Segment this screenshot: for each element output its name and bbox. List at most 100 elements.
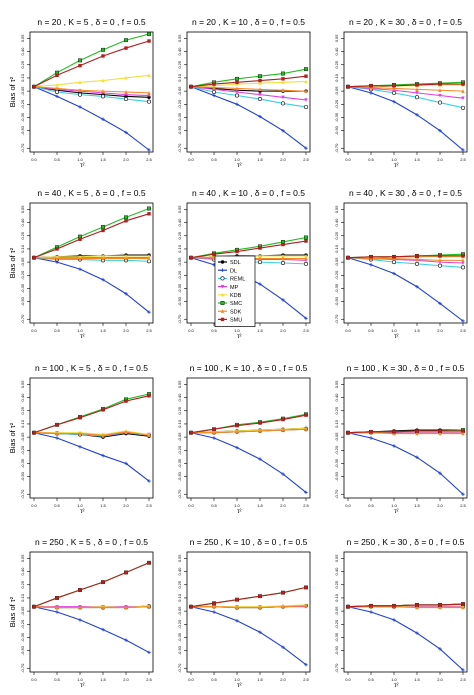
y-tick-label: 0.10 bbox=[334, 593, 339, 602]
plot-frame bbox=[186, 377, 311, 499]
plot-frame bbox=[29, 551, 154, 673]
x-tick-label: 0.5 bbox=[368, 328, 374, 333]
x-axis-label: τ² bbox=[80, 163, 84, 169]
plot-area bbox=[345, 80, 465, 152]
y-axis-label: Bias of τ² bbox=[8, 422, 17, 453]
x-tick-label: 0.5 bbox=[211, 328, 217, 333]
y-tick-label: -0.50 bbox=[20, 471, 25, 481]
point-smu bbox=[189, 605, 193, 609]
plot-area bbox=[345, 602, 465, 672]
point-kdb bbox=[304, 79, 308, 84]
x-tick-label: 2.0 bbox=[280, 503, 286, 508]
y-tick-label: -0.20 bbox=[334, 99, 339, 109]
x-tick-label: 0.0 bbox=[188, 328, 194, 333]
y-tick-label: 0.40 bbox=[334, 567, 339, 576]
point-sdk bbox=[461, 258, 465, 263]
y-tick-label: -0.50 bbox=[334, 471, 339, 481]
y-tick-label: -0.05 bbox=[334, 432, 339, 442]
panel-title: n = 40 , K = 30 , δ = 0 , f = 0.5 bbox=[349, 188, 462, 198]
point-smc bbox=[304, 235, 308, 240]
legend-label-smc: SMC bbox=[230, 301, 242, 307]
point-smu bbox=[304, 585, 308, 590]
y-tick-label: -0.20 bbox=[20, 99, 25, 109]
y-tick-label: -0.35 bbox=[334, 112, 339, 122]
y-tick-label: -0.70 bbox=[177, 143, 182, 153]
y-tick-label: -0.70 bbox=[20, 663, 25, 673]
point-smu bbox=[78, 588, 82, 592]
point-smu bbox=[189, 85, 193, 89]
plot-frame bbox=[343, 31, 468, 153]
point-smu bbox=[32, 85, 36, 89]
x-tick-label: 2.0 bbox=[280, 157, 286, 162]
legend-label-dl: DL bbox=[230, 268, 237, 274]
point-sdk bbox=[55, 431, 59, 436]
y-tick-label: -0.05 bbox=[177, 257, 182, 267]
point-smu bbox=[55, 247, 59, 251]
y-tick-label: 0.10 bbox=[334, 244, 339, 253]
panel-title: n = 250 , K = 30 , δ = 0 , f = 0.5 bbox=[347, 537, 465, 547]
x-tick-label: 1.0 bbox=[77, 503, 83, 508]
point-sdk bbox=[55, 605, 59, 610]
x-tick-label: 1.5 bbox=[100, 503, 106, 508]
y-tick-label: 0.40 bbox=[177, 218, 182, 227]
series-line-sdk bbox=[33, 606, 150, 609]
point-smc bbox=[78, 58, 82, 63]
point-smu bbox=[415, 254, 419, 258]
x-axis-label: τ² bbox=[394, 683, 398, 689]
point-smu bbox=[392, 430, 396, 434]
series-line-smc bbox=[190, 236, 307, 259]
point-kdb bbox=[147, 73, 151, 78]
point-sdk bbox=[281, 256, 285, 261]
series-line-smu bbox=[347, 255, 463, 259]
point-sdk bbox=[147, 604, 151, 609]
x-tick-label: 2.0 bbox=[437, 157, 443, 162]
panel: n = 100 , K = 5 , δ = 0 , f = 0.5 0.55 0.4… bbox=[8, 363, 154, 515]
x-tick-label: 0.0 bbox=[345, 157, 351, 162]
y-tick-label: 0.10 bbox=[177, 73, 182, 82]
y-tick-label: -0.70 bbox=[20, 143, 25, 153]
point-smu bbox=[438, 82, 442, 86]
point-reml bbox=[460, 265, 465, 270]
point-smu bbox=[78, 63, 82, 68]
point-smu bbox=[346, 85, 350, 89]
point-smu bbox=[55, 73, 59, 78]
y-tick-label: 0.25 bbox=[334, 580, 339, 589]
point-sdk bbox=[258, 428, 262, 433]
y-tick-label: 0.10 bbox=[177, 244, 182, 253]
series-line-dl bbox=[190, 86, 307, 149]
x-tick-label: 0.5 bbox=[368, 677, 374, 682]
point-sdk bbox=[78, 88, 82, 92]
point-sdk bbox=[281, 428, 285, 432]
panel-title: n = 250 , K = 10 , δ = 0 , f = 0.5 bbox=[190, 537, 308, 547]
point-smc bbox=[235, 76, 239, 81]
x-tick-label: 2.0 bbox=[280, 328, 286, 333]
y-tick-label: -0.50 bbox=[20, 296, 25, 306]
y-axis-label: Bias of τ² bbox=[8, 76, 17, 107]
x-tick-label: 2.0 bbox=[437, 677, 443, 682]
series-line-reml bbox=[190, 86, 307, 108]
y-tick-label: -0.05 bbox=[20, 432, 25, 442]
point-sdk bbox=[304, 89, 308, 93]
point-kdb bbox=[258, 81, 262, 85]
series-line-smu bbox=[190, 75, 307, 88]
series-line-smc bbox=[33, 208, 150, 259]
panel: n = 20 , K = 30 , δ = 0 , f = 0.5 0.55 0.4… bbox=[334, 17, 468, 169]
point-kdb bbox=[124, 253, 128, 258]
point-sdk bbox=[415, 605, 419, 610]
point-sdk bbox=[101, 89, 105, 93]
series-line-kdb bbox=[34, 430, 150, 436]
point-sdk bbox=[438, 431, 442, 436]
x-tick-label: 2.0 bbox=[437, 503, 443, 508]
point-smc bbox=[258, 74, 262, 79]
x-tick-label: 2.5 bbox=[146, 328, 152, 333]
point-smu bbox=[235, 597, 239, 602]
point-smu bbox=[258, 78, 262, 83]
y-tick-label: 0.40 bbox=[20, 218, 25, 227]
series-line-sdk bbox=[33, 431, 150, 436]
x-tick-label: 1.5 bbox=[257, 677, 263, 682]
x-tick-label: 0.5 bbox=[54, 503, 60, 508]
y-tick-label: -0.05 bbox=[334, 257, 339, 267]
y-tick-label: -0.70 bbox=[334, 489, 339, 499]
x-tick-label: 0.0 bbox=[345, 328, 351, 333]
